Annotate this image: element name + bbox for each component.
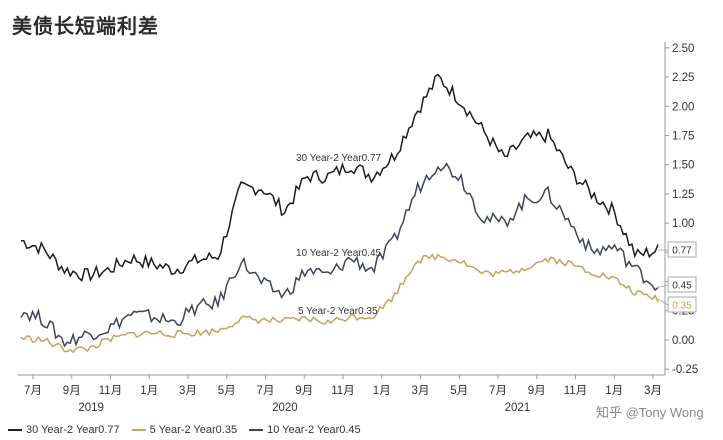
x-tick-label: 9月 <box>528 385 546 397</box>
line-chart: 2.502.252.001.751.501.251.000.750.500.25… <box>18 42 698 414</box>
x-tick-label: 7月 <box>24 385 42 397</box>
value-badge-leader <box>657 284 669 288</box>
y-tick-label: 0.00 <box>672 335 694 347</box>
value-badge-text: 0.77 <box>672 246 692 257</box>
series-line <box>20 253 659 354</box>
series-annotation: 5 Year-2 Year0.35 <box>298 306 378 317</box>
y-tick-label: 1.00 <box>672 218 694 230</box>
value-badge-text: 0.45 <box>672 281 692 292</box>
x-tick-label: 5月 <box>218 385 236 397</box>
y-tick-label: -0.25 <box>672 364 698 376</box>
x-tick-label: 9月 <box>295 385 313 397</box>
year-label: 2019 <box>78 402 104 414</box>
x-tick-label: 11月 <box>331 385 354 397</box>
x-tick-label: 3月 <box>179 385 197 397</box>
y-tick-label: 2.25 <box>672 72 694 84</box>
y-tick-label: 1.50 <box>672 160 694 172</box>
x-tick-label: 1月 <box>140 385 158 397</box>
legend-label-30y: 30 Year-2 Year0.77 <box>26 424 120 436</box>
chart-title: 美债长短端利差 <box>12 14 159 38</box>
x-tick-label: 7月 <box>489 385 507 397</box>
legend-swatch-30y <box>8 429 22 431</box>
legend-item-5y: 5 Year-2 Year0.35 <box>131 424 238 436</box>
legend-item-30y: 30 Year-2 Year0.77 <box>8 424 120 436</box>
value-badge <box>667 276 697 293</box>
y-tick-label: 2.00 <box>672 101 694 113</box>
x-tick-label: 5月 <box>450 385 468 397</box>
y-tick-label: 2.50 <box>672 43 694 55</box>
series-annotation: 10 Year-2 Year0.45 <box>296 248 382 259</box>
series-line <box>20 162 659 348</box>
y-tick-label: 1.25 <box>672 189 694 201</box>
series-annotation: 30 Year-2 Year0.77 <box>296 153 382 164</box>
x-tick-label: 7月 <box>257 385 275 397</box>
x-tick-label: 1月 <box>373 385 391 397</box>
watermark: 知乎 @Tony Wong <box>596 405 704 420</box>
x-tick-label: 1月 <box>605 385 623 397</box>
x-tick-label: 11月 <box>99 385 122 397</box>
year-label: 2021 <box>505 402 531 414</box>
y-tick-label: 1.75 <box>672 130 694 142</box>
series-line <box>20 73 659 283</box>
value-badge <box>667 296 697 313</box>
value-badge <box>667 241 697 258</box>
value-badge-leader <box>657 298 669 306</box>
chart-legend: 30 Year-2 Year0.77 5 Year-2 Year0.35 10 … <box>8 424 361 436</box>
x-tick-label: 3月 <box>644 385 662 397</box>
x-tick-label: 3月 <box>412 385 430 397</box>
year-label: 2020 <box>272 402 298 414</box>
x-tick-label: 9月 <box>63 385 81 397</box>
legend-swatch-10y <box>249 429 264 431</box>
legend-label-10y: 10 Year-2 Year0.45 <box>267 424 361 436</box>
legend-item-10y: 10 Year-2 Year0.45 <box>249 424 361 436</box>
value-badge-text: 0.35 <box>672 301 692 312</box>
legend-label-5y: 5 Year-2 Year0.35 <box>149 424 238 436</box>
x-tick-label: 11月 <box>564 385 587 397</box>
legend-swatch-5y <box>131 429 146 431</box>
